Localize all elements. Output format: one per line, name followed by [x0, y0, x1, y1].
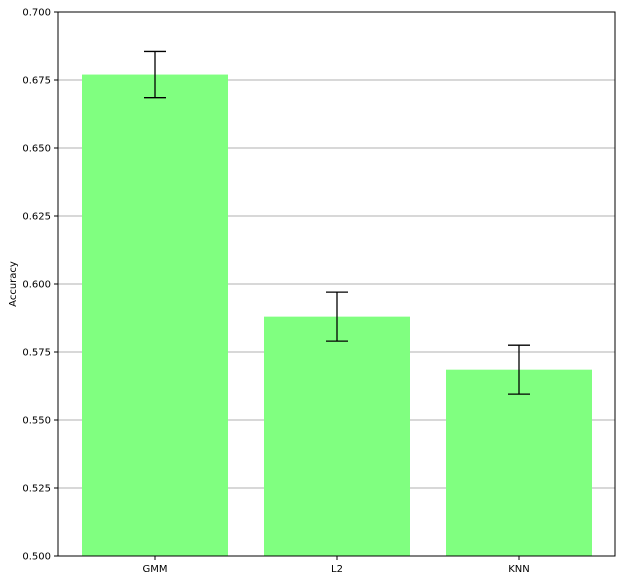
bars [82, 74, 592, 556]
y-tick-label: 0.625 [22, 212, 51, 223]
y-tick-label: 0.650 [22, 144, 51, 155]
x-tick-label-knn: KNN [508, 564, 530, 575]
x-axis-ticks: GMM L2 KNN [142, 556, 530, 575]
y-axis-ticks: 0.500 0.525 0.550 0.575 0.600 0.625 0.650 0.675… [22, 8, 58, 563]
bar-l2 [264, 316, 410, 556]
y-tick-label: 0.550 [22, 416, 51, 427]
y-tick-label: 0.575 [22, 348, 51, 359]
x-tick-label-gmm: GMM [142, 564, 167, 575]
x-tick-label-l2: L2 [331, 564, 343, 575]
error-bar-l2 [326, 291, 348, 342]
bar-knn [446, 369, 592, 556]
bar-gmm [82, 74, 228, 556]
y-tick-label: 0.700 [22, 8, 51, 19]
y-axis-label: Accuracy [8, 261, 19, 307]
error-bar-knn [508, 344, 530, 395]
y-tick-label: 0.500 [22, 552, 51, 563]
y-tick-label: 0.525 [22, 484, 51, 495]
error-bar-gmm [144, 50, 166, 99]
y-tick-label: 0.600 [22, 280, 51, 291]
y-tick-label: 0.675 [22, 76, 51, 87]
error-bars [144, 50, 530, 395]
